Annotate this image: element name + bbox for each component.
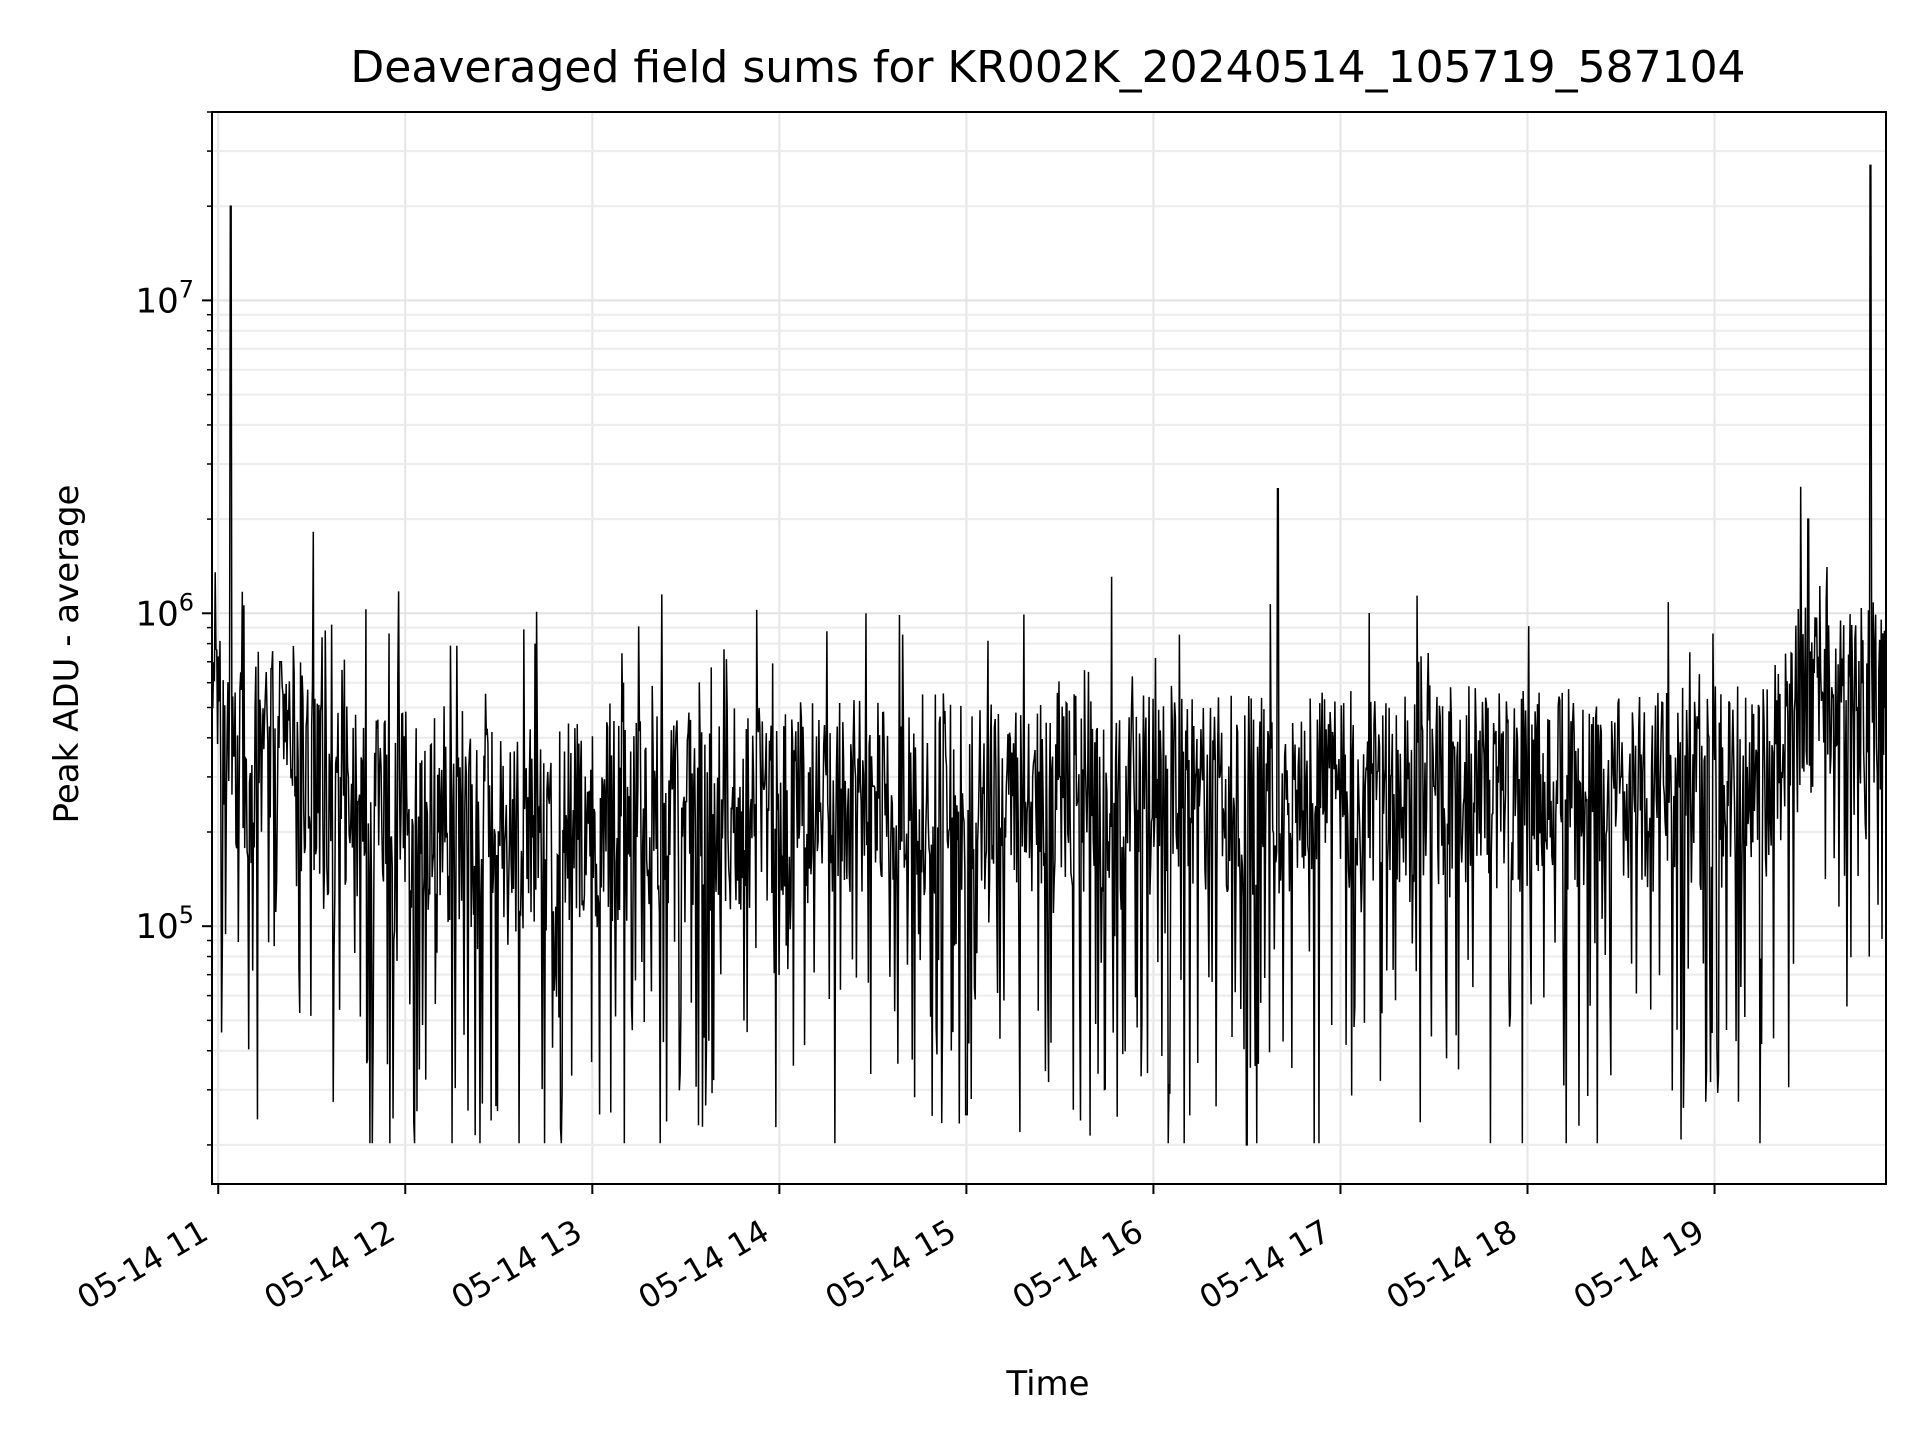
chart-title: Deaveraged field sums for KR002K_2024051… xyxy=(350,42,1745,93)
plot-frame xyxy=(211,111,1887,1185)
y-tick-label-exponent: 5 xyxy=(179,901,194,929)
y-axis-label: Peak ADU - average xyxy=(47,485,87,824)
y-tick-label: 107 xyxy=(135,275,194,321)
y-tick-label-exponent: 6 xyxy=(179,588,194,616)
series-layer xyxy=(212,164,1886,1146)
y-tick-label-base: 10 xyxy=(135,281,178,321)
series-line-peak-adu xyxy=(212,164,1886,1146)
y-tick-label-base: 10 xyxy=(135,907,178,947)
y-tick-label-exponent: 7 xyxy=(179,275,194,303)
y-tick-label: 105 xyxy=(135,901,194,947)
y-tick-label-base: 10 xyxy=(135,594,178,634)
x-axis-label: Time xyxy=(1005,1364,1089,1404)
y-tick-label: 106 xyxy=(135,588,194,634)
